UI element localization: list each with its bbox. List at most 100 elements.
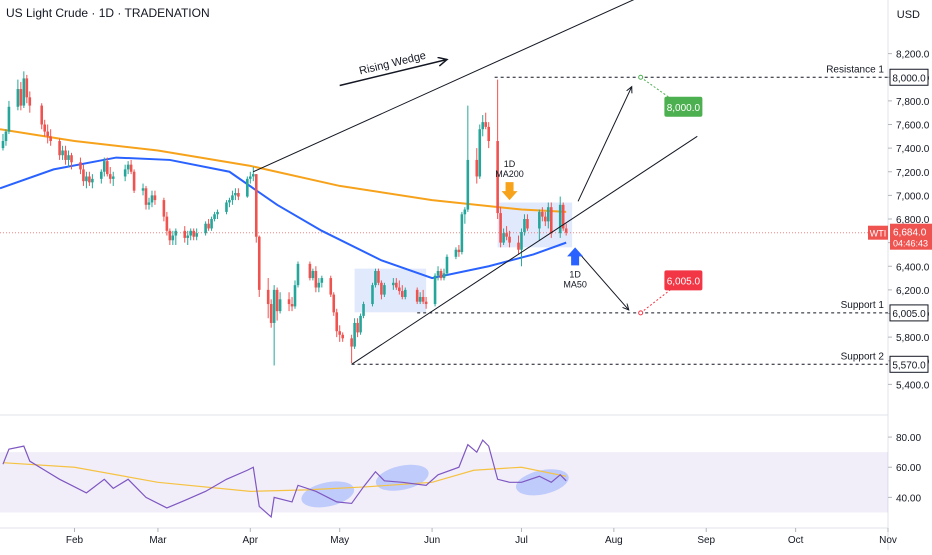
candle-body bbox=[111, 176, 115, 179]
candle bbox=[278, 292, 282, 314]
support-2-price-tag: 5,570.0 bbox=[889, 355, 929, 373]
candle-body bbox=[383, 285, 386, 295]
candle bbox=[496, 79, 499, 219]
candle bbox=[508, 230, 511, 248]
candle-body bbox=[371, 285, 374, 305]
ma200-marker-arrow bbox=[501, 182, 518, 201]
support-2-price-tag-box bbox=[889, 355, 929, 373]
candle-body bbox=[484, 122, 488, 127]
candle-body bbox=[415, 289, 419, 302]
candle bbox=[249, 171, 252, 184]
candle-body bbox=[445, 256, 449, 274]
candle-body bbox=[79, 162, 82, 170]
candle bbox=[70, 152, 73, 170]
target-up-label: 8,000.0 bbox=[667, 103, 701, 114]
candle bbox=[308, 261, 312, 281]
candle bbox=[67, 150, 70, 168]
candle bbox=[225, 200, 228, 215]
price-tick-label: 5,400.0 bbox=[896, 380, 930, 391]
candle-body bbox=[108, 174, 112, 179]
last-price-countdown: 04:46:43 bbox=[893, 239, 928, 249]
candle bbox=[541, 207, 544, 222]
candle bbox=[353, 318, 356, 349]
candle bbox=[460, 211, 464, 255]
candle bbox=[359, 313, 362, 335]
candle-body bbox=[105, 161, 109, 175]
rsi-tick-label: 80.00 bbox=[896, 433, 921, 444]
candle bbox=[58, 138, 61, 160]
candle bbox=[436, 266, 440, 281]
candle-body bbox=[4, 131, 8, 142]
candle-body bbox=[311, 270, 315, 279]
candle-body bbox=[168, 230, 172, 241]
ticker-label: WTI bbox=[870, 229, 887, 239]
candle-body bbox=[436, 270, 440, 276]
month-tick-label: Sep bbox=[697, 535, 715, 546]
candle-body bbox=[398, 287, 401, 292]
month-tick-label: Nov bbox=[879, 535, 897, 546]
candle bbox=[16, 79, 20, 111]
candle bbox=[171, 230, 175, 245]
candle bbox=[457, 244, 461, 257]
candle bbox=[251, 167, 255, 182]
month-tick-label: Jul bbox=[515, 535, 528, 546]
candle bbox=[61, 145, 64, 160]
candle bbox=[433, 273, 437, 307]
rsi-highlight-ellipse bbox=[515, 469, 569, 496]
candle-body bbox=[22, 78, 26, 106]
candle-body bbox=[123, 169, 127, 177]
candle-body bbox=[25, 78, 29, 98]
candle-body bbox=[195, 233, 198, 237]
candle-body bbox=[505, 233, 508, 237]
candle-body bbox=[231, 195, 234, 201]
candle-body bbox=[1, 141, 5, 149]
candle-body bbox=[165, 216, 169, 231]
candle-body bbox=[28, 97, 32, 106]
ma200-marker-label: 1D bbox=[504, 159, 516, 169]
candle-body bbox=[308, 263, 312, 279]
ma50-line bbox=[0, 156, 567, 280]
projection-arrow-down bbox=[577, 251, 629, 310]
support-1-price-tag-text: 6,005.0 bbox=[892, 309, 926, 320]
candle bbox=[523, 214, 526, 236]
target-up-box bbox=[664, 96, 703, 117]
candle-body bbox=[186, 235, 190, 238]
candle-body bbox=[192, 230, 195, 237]
candle-body bbox=[356, 322, 359, 333]
candle bbox=[46, 124, 49, 144]
candle bbox=[162, 197, 166, 222]
candle bbox=[108, 167, 112, 184]
candle-body bbox=[463, 209, 467, 215]
candle bbox=[91, 174, 94, 189]
candle-body bbox=[46, 131, 49, 137]
candle bbox=[269, 299, 273, 328]
candle-body bbox=[88, 176, 91, 183]
candle bbox=[7, 100, 11, 134]
target-down-label: 6,005.0 bbox=[667, 276, 701, 287]
candle-body bbox=[207, 223, 210, 229]
candle bbox=[558, 196, 562, 238]
candle-body bbox=[246, 178, 249, 197]
candle-body bbox=[100, 171, 103, 179]
candle bbox=[290, 296, 294, 312]
candle bbox=[82, 164, 85, 186]
candle-body bbox=[475, 159, 479, 177]
candle bbox=[564, 223, 568, 236]
candle-body bbox=[64, 150, 67, 160]
candle bbox=[392, 278, 395, 290]
candle bbox=[341, 332, 344, 342]
rsi-pane bbox=[0, 439, 888, 519]
price-tick-label: 6,400.0 bbox=[896, 262, 930, 273]
candle bbox=[141, 183, 145, 196]
wedge-lower-line bbox=[351, 135, 698, 365]
candle bbox=[216, 209, 219, 219]
candle-body bbox=[171, 235, 175, 241]
candle-body bbox=[174, 230, 178, 236]
candle bbox=[466, 105, 470, 212]
resistance-price-tag-text: 8,000.0 bbox=[892, 73, 926, 84]
candle bbox=[85, 171, 88, 189]
candle-body bbox=[457, 249, 461, 253]
candle-body bbox=[526, 219, 529, 229]
candle bbox=[102, 157, 106, 177]
